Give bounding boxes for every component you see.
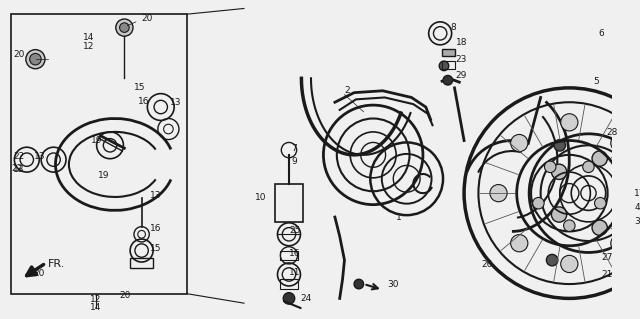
Text: 24: 24 — [300, 294, 312, 303]
Circle shape — [490, 184, 507, 202]
Circle shape — [26, 50, 45, 69]
Text: 26: 26 — [481, 260, 493, 270]
Circle shape — [617, 185, 632, 201]
Text: 23: 23 — [456, 55, 467, 64]
Bar — [12, 14, 187, 293]
Bar — [280, 250, 298, 260]
Circle shape — [595, 197, 606, 209]
Text: 19: 19 — [98, 172, 109, 181]
Circle shape — [511, 135, 528, 152]
Text: 17: 17 — [634, 189, 640, 198]
Circle shape — [532, 197, 544, 209]
Text: 20: 20 — [34, 269, 45, 278]
Circle shape — [561, 114, 578, 131]
Circle shape — [554, 139, 566, 151]
Text: 3: 3 — [634, 217, 640, 226]
Text: 9: 9 — [291, 157, 296, 166]
Circle shape — [552, 207, 566, 222]
Circle shape — [552, 164, 566, 179]
Bar — [442, 61, 456, 69]
Text: 21: 21 — [601, 270, 612, 279]
Text: 10: 10 — [255, 193, 266, 203]
Text: 14: 14 — [90, 302, 101, 312]
Circle shape — [116, 19, 133, 36]
Text: 16: 16 — [150, 224, 162, 233]
Text: 12: 12 — [83, 42, 95, 51]
Text: 20: 20 — [120, 291, 131, 300]
Text: 16: 16 — [138, 97, 149, 106]
Text: 18: 18 — [456, 38, 467, 48]
Text: 22: 22 — [13, 152, 25, 161]
Circle shape — [632, 184, 640, 202]
Text: FR.: FR. — [48, 259, 65, 269]
Text: 1: 1 — [396, 212, 402, 222]
Text: 22: 22 — [11, 164, 22, 173]
Circle shape — [611, 234, 628, 252]
Circle shape — [284, 293, 294, 304]
Text: 13: 13 — [170, 98, 182, 107]
Circle shape — [511, 234, 528, 252]
Text: 4: 4 — [634, 203, 640, 212]
Circle shape — [439, 61, 449, 71]
Text: 15: 15 — [150, 244, 162, 253]
Text: 13: 13 — [34, 152, 45, 161]
Circle shape — [120, 23, 129, 33]
Text: 7: 7 — [291, 144, 296, 153]
Text: 2: 2 — [344, 86, 350, 95]
Text: 16: 16 — [289, 249, 300, 258]
Text: 20: 20 — [141, 13, 153, 23]
Bar — [280, 279, 298, 289]
Text: 27: 27 — [601, 253, 612, 262]
Text: 25: 25 — [289, 226, 300, 235]
Circle shape — [29, 54, 41, 65]
Text: 6: 6 — [598, 29, 604, 38]
Circle shape — [354, 279, 364, 289]
Text: 13: 13 — [13, 165, 25, 174]
Text: 30: 30 — [388, 279, 399, 289]
Text: 13: 13 — [150, 191, 161, 200]
Text: 12: 12 — [90, 295, 101, 304]
Circle shape — [582, 161, 594, 173]
Circle shape — [443, 76, 452, 85]
Circle shape — [545, 161, 556, 173]
Text: 15: 15 — [134, 83, 145, 92]
Bar — [442, 49, 456, 56]
Text: 29: 29 — [456, 71, 467, 80]
Circle shape — [611, 135, 628, 152]
Circle shape — [547, 254, 558, 266]
Text: 19: 19 — [91, 136, 102, 145]
Circle shape — [564, 220, 575, 231]
Text: 11: 11 — [289, 268, 300, 277]
Bar — [275, 183, 303, 222]
Text: 14: 14 — [83, 33, 95, 41]
Text: 5: 5 — [593, 77, 599, 86]
Circle shape — [592, 151, 607, 166]
Circle shape — [561, 255, 578, 272]
Text: 28: 28 — [607, 128, 618, 137]
Text: 20: 20 — [13, 50, 25, 59]
Bar — [130, 258, 153, 268]
Text: 8: 8 — [451, 23, 456, 32]
Circle shape — [592, 220, 607, 235]
